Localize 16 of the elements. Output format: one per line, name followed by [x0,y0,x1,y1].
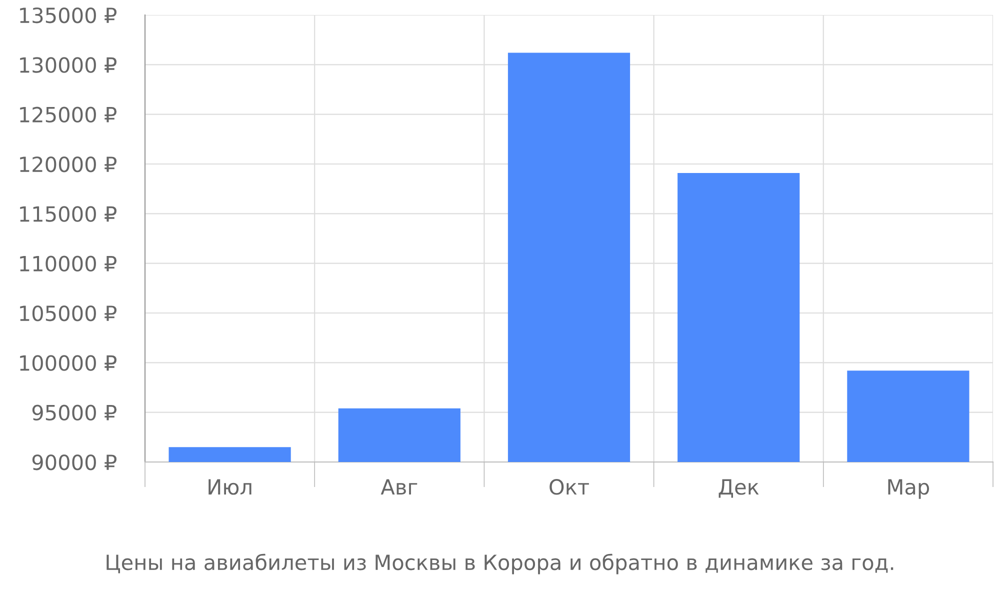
x-tick-label: Июл [208,479,252,495]
y-tick-label: 100000 ₽ [20,355,117,371]
y-tick-label: 110000 ₽ [20,256,117,272]
x-tick-label: Мар [888,479,930,499]
text: Цены на авиабилеты из Москвы в Корора и обратно в динамике за год. [106,554,894,574]
x-tick-label: Окт [550,479,589,495]
y-tick-label: 130000 ₽ [20,57,117,73]
x-tick-label: Дек [718,479,759,498]
y-tick-label: 135000 ₽ [20,7,117,24]
y-tick-label: 105000 ₽ [20,305,117,322]
y-tick-label: 95000 ₽ [32,404,117,421]
y-tick-label: 120000 ₽ [20,156,117,172]
y-tick-label: 115000 ₽ [20,206,117,222]
y-tick-label: 90000 ₽ [32,454,117,470]
y-tick-label: 125000 ₽ [20,106,117,123]
x-tick-label: Авг [380,479,418,494]
